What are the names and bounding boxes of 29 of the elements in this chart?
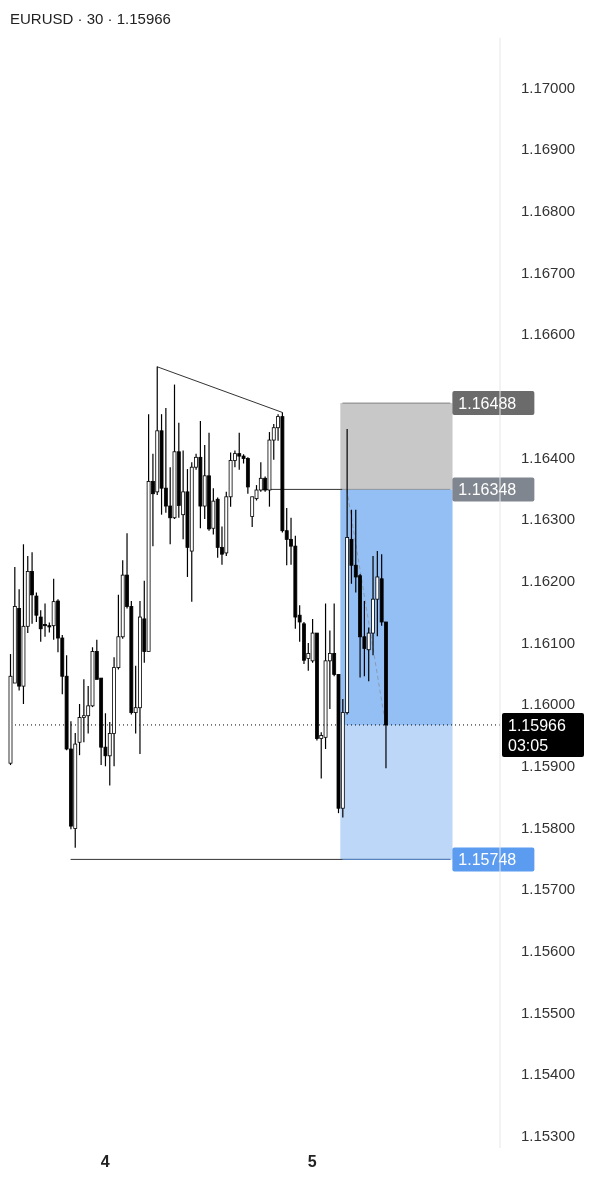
candlestick: [81, 678, 86, 743]
x-tick-label: 5: [307, 1153, 317, 1171]
text: 03:05: [508, 736, 549, 754]
candlestick: [163, 407, 168, 514]
y-tick-label: 1.16700: [520, 263, 576, 281]
ref-line-label: 1.15966: [508, 716, 566, 734]
y-tick-label: 1.15900: [520, 756, 576, 774]
y-tick-label: 1.17000: [520, 78, 576, 96]
y-tick-label: 1.15400: [520, 1065, 576, 1083]
chart-title: EURUSD · 30 · 1.15966: [9, 9, 172, 29]
y-tick-label: 1.16200: [520, 571, 576, 589]
y-tick-label: 1.16600: [520, 325, 576, 343]
y-tick-label: 1.16900: [520, 140, 576, 158]
y-tick-label: 1.16100: [520, 633, 576, 651]
y-tick-label: 1.15300: [520, 1126, 576, 1144]
ref-line-label: 1.16488: [458, 395, 517, 413]
y-tick-label: 1.15600: [520, 941, 576, 959]
ref-line-label: 1.15748: [458, 851, 517, 869]
y-tick-label: 1.16800: [520, 201, 576, 219]
y-tick-label: 1.16400: [520, 448, 576, 466]
y-tick-label: 1.16300: [520, 510, 576, 528]
y-tick-label: 1.16000: [520, 695, 576, 713]
y-tick-label: 1.15500: [520, 1003, 576, 1021]
candlestick: [237, 432, 242, 471]
candlestick: [43, 602, 47, 638]
ref-line-label: 1.16348: [458, 481, 517, 499]
y-tick-label: 1.15800: [520, 818, 576, 836]
x-tick-label: 4: [100, 1153, 110, 1171]
y-tick-label: 1.15700: [520, 880, 576, 898]
